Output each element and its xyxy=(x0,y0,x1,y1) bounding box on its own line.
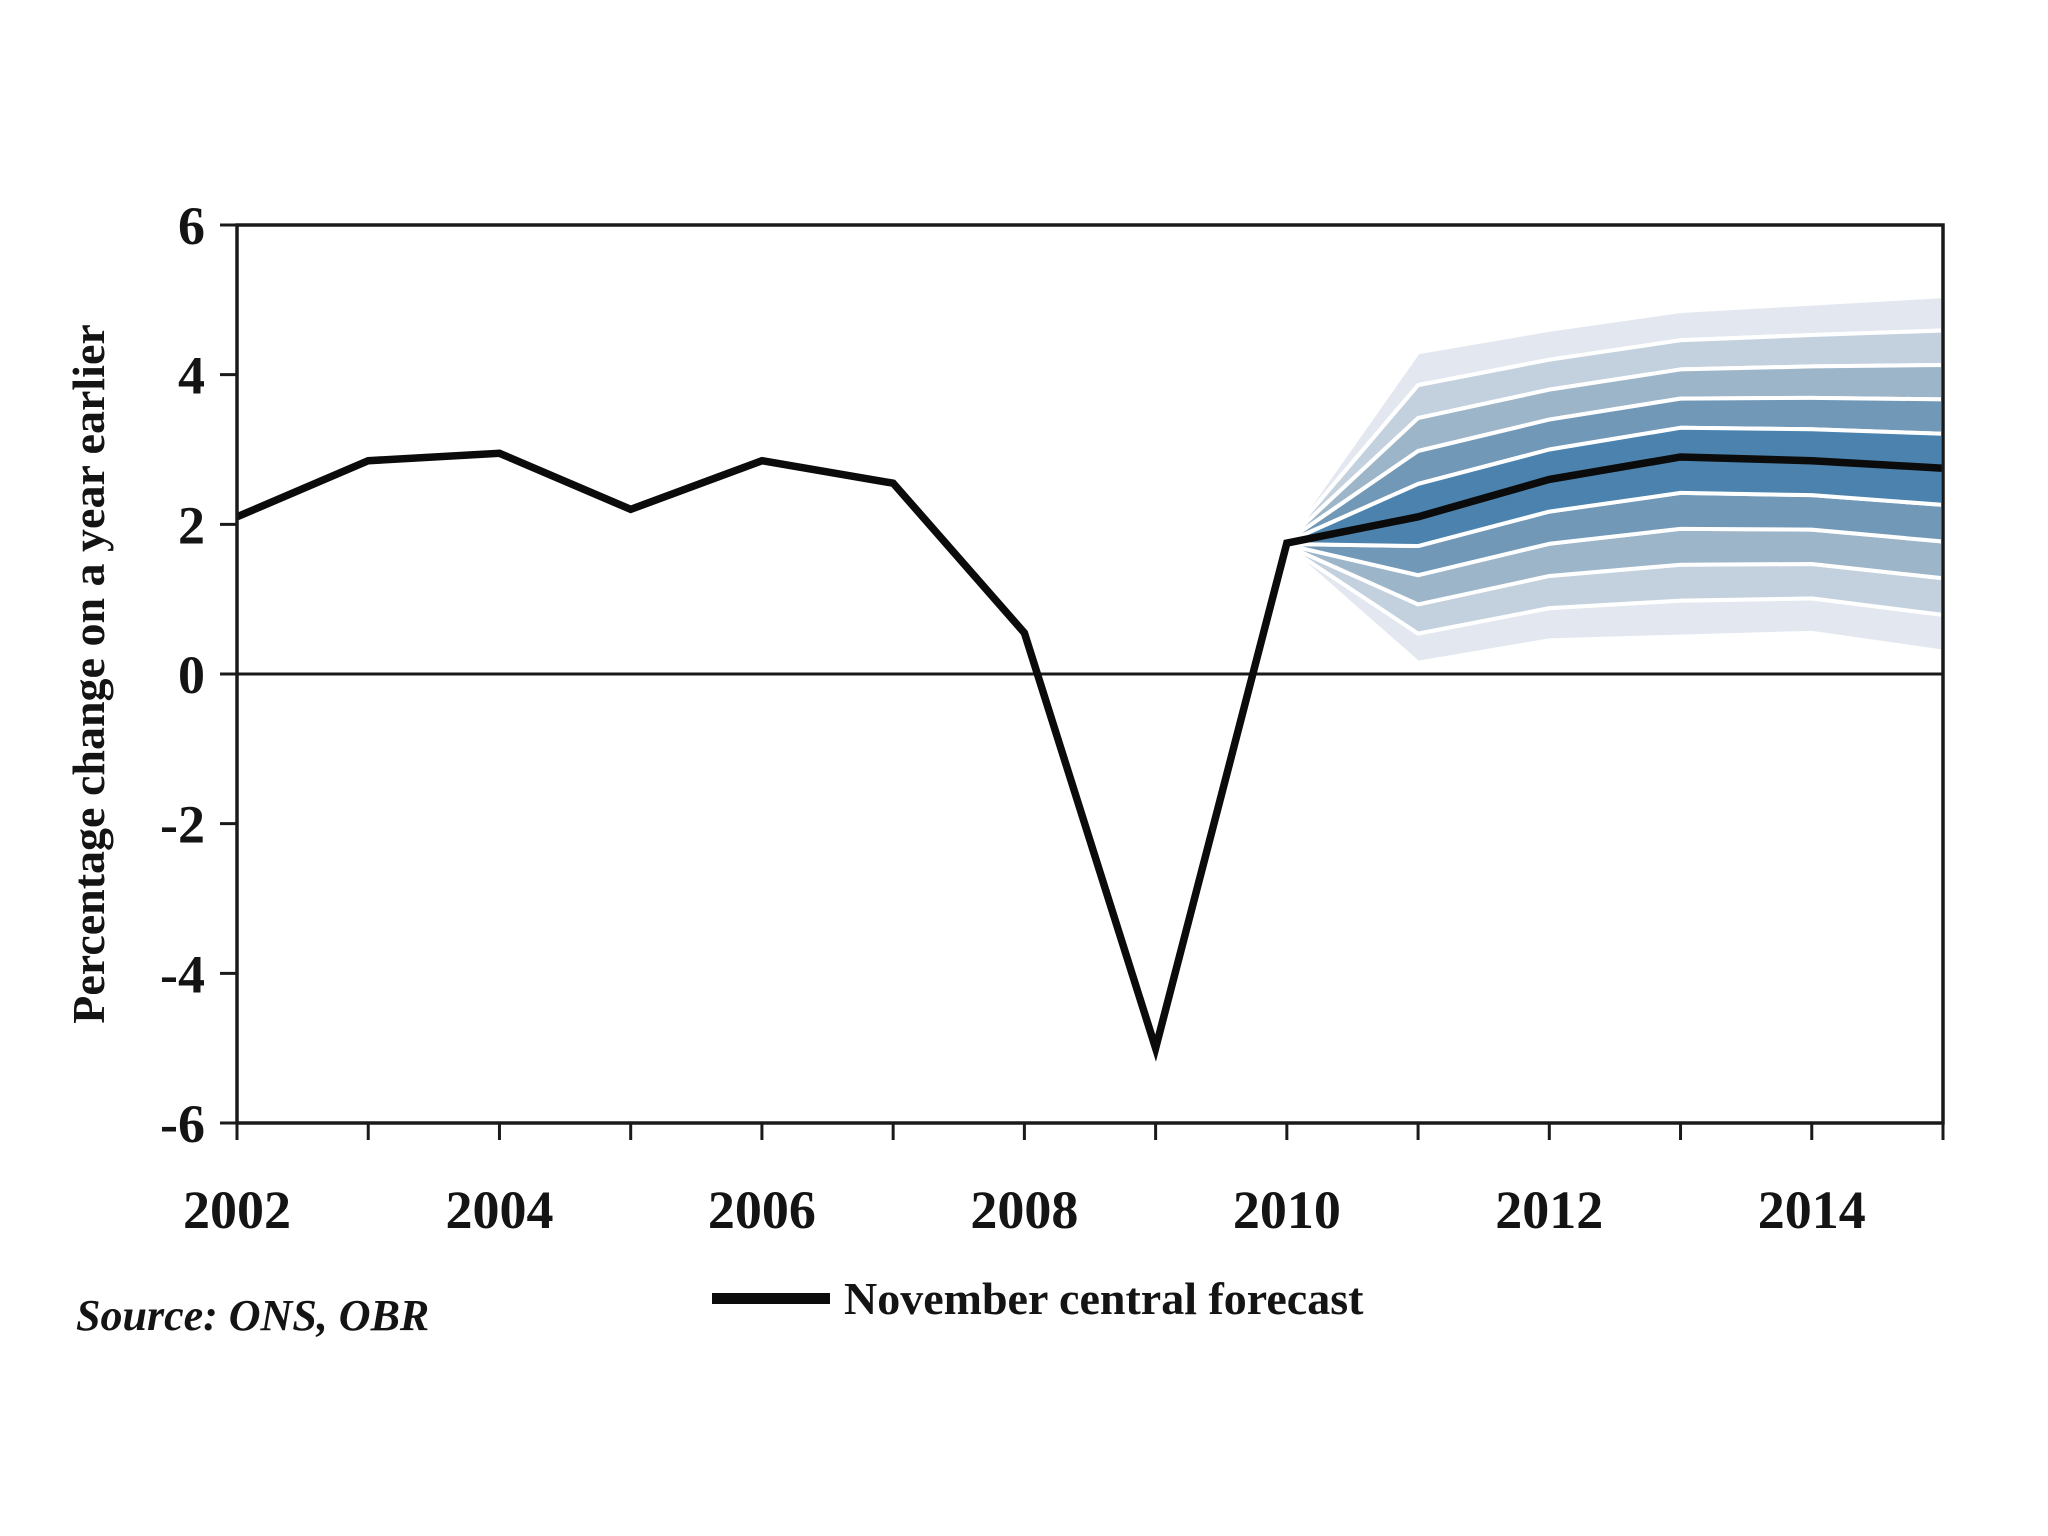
y-tick-label: 4 xyxy=(178,346,205,406)
series-line-group xyxy=(235,449,1944,1062)
tick-labels-group: 6 4 2 0 -2 -4 -6 2002 2004 2006 2008 2010 2012 2014 xyxy=(160,196,1866,1240)
x-tick-label: 2004 xyxy=(445,1180,553,1240)
x-tick-label: 2010 xyxy=(1233,1180,1341,1240)
x-tick-label: 2014 xyxy=(1758,1180,1866,1240)
x-tick-label: 2002 xyxy=(183,1180,291,1240)
x-tick-label: 2012 xyxy=(1495,1180,1603,1240)
y-tick-label: -2 xyxy=(160,795,205,855)
y-tick-label: 6 xyxy=(178,196,205,256)
x-tick-label: 2006 xyxy=(708,1180,816,1240)
y-tick-label: -6 xyxy=(160,1094,205,1154)
tick-marks-group xyxy=(220,223,1945,1140)
legend: November central forecast xyxy=(712,1272,1363,1325)
central-forecast-line xyxy=(235,449,1944,1062)
y-axis-title: Percentage change on a year earlier xyxy=(63,324,114,1024)
legend-label: November central forecast xyxy=(844,1273,1364,1324)
y-tick-label: 0 xyxy=(178,645,205,705)
x-tick-label: 2008 xyxy=(970,1180,1078,1240)
y-tick-label: 2 xyxy=(178,495,205,555)
y-tick-label: -4 xyxy=(160,944,205,1004)
source-note: Source: ONS, OBR xyxy=(76,1291,430,1340)
fan-bands-group xyxy=(1284,294,1945,665)
legend-line-swatch xyxy=(712,1293,830,1304)
